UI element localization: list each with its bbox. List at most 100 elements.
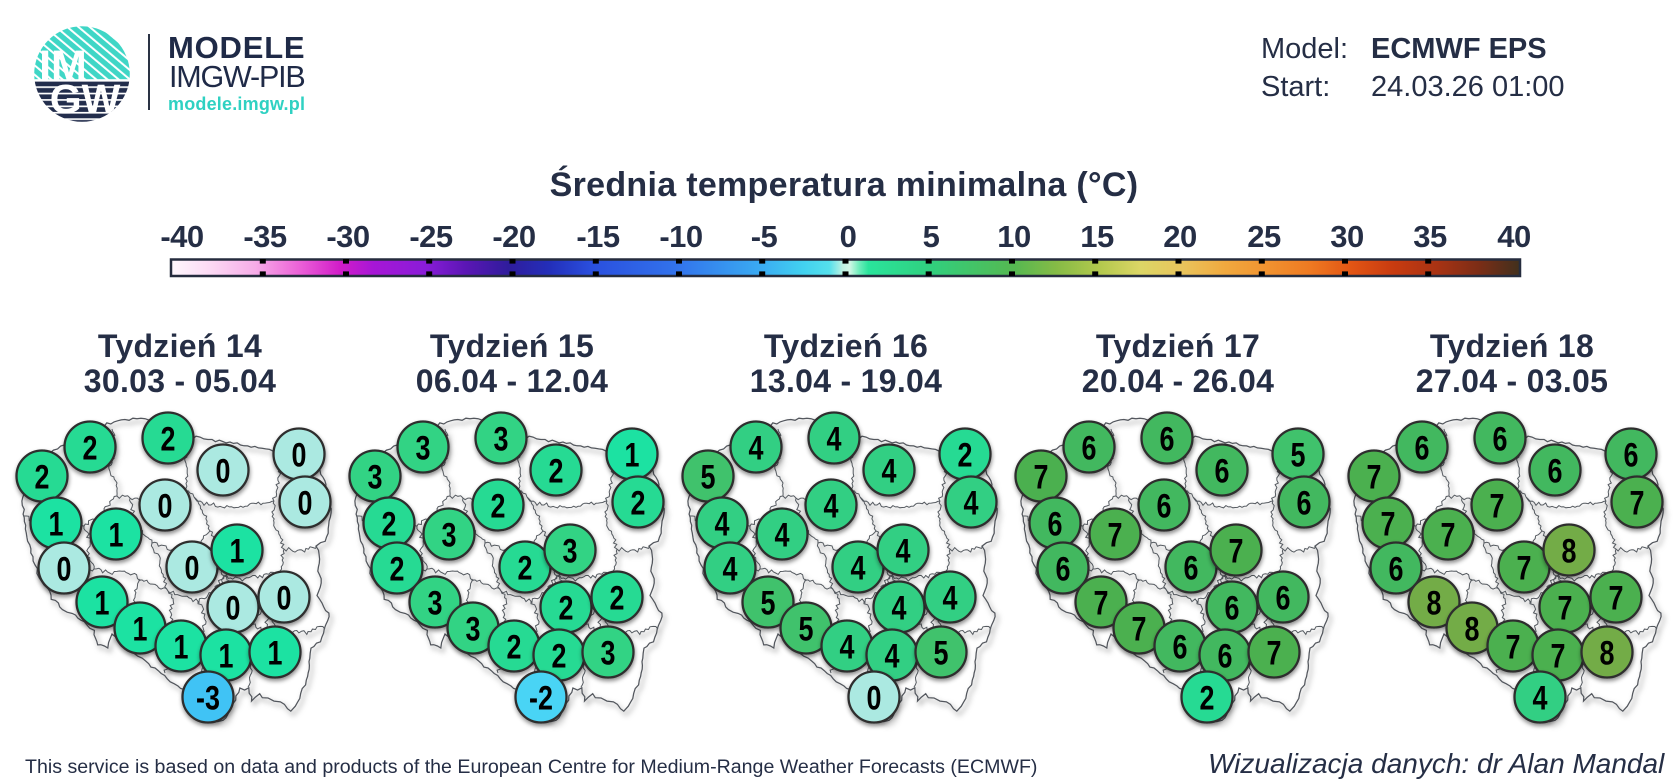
svg-text:7: 7 bbox=[1506, 627, 1521, 666]
svg-text:IM: IM bbox=[39, 42, 87, 90]
svg-text:8: 8 bbox=[1600, 633, 1615, 672]
svg-text:7: 7 bbox=[1551, 636, 1566, 675]
svg-text:4: 4 bbox=[896, 531, 912, 570]
svg-text:7: 7 bbox=[1094, 583, 1109, 622]
svg-text:7: 7 bbox=[1132, 609, 1147, 648]
svg-text:6: 6 bbox=[1082, 428, 1097, 467]
svg-text:1: 1 bbox=[174, 627, 189, 666]
svg-text:0: 0 bbox=[292, 435, 307, 474]
svg-text:1: 1 bbox=[219, 636, 234, 675]
svg-text:4: 4 bbox=[715, 504, 731, 543]
svg-text:7: 7 bbox=[1367, 457, 1382, 496]
svg-text:6: 6 bbox=[1215, 451, 1230, 490]
svg-text:2: 2 bbox=[83, 428, 98, 467]
svg-text:6: 6 bbox=[1184, 548, 1199, 587]
svg-text:2: 2 bbox=[491, 486, 506, 525]
svg-text:2: 2 bbox=[610, 578, 625, 617]
svg-text:2: 2 bbox=[958, 435, 973, 474]
svg-text:2: 2 bbox=[552, 636, 567, 675]
svg-text:7: 7 bbox=[1381, 504, 1396, 543]
svg-text:-2: -2 bbox=[529, 678, 553, 717]
svg-text:5: 5 bbox=[701, 457, 716, 496]
svg-text:8: 8 bbox=[1465, 609, 1480, 648]
svg-text:2: 2 bbox=[559, 588, 574, 627]
svg-text:4: 4 bbox=[943, 578, 959, 617]
svg-text:1: 1 bbox=[268, 633, 283, 672]
svg-text:5: 5 bbox=[761, 583, 776, 622]
svg-text:2: 2 bbox=[507, 627, 522, 666]
svg-text:2: 2 bbox=[549, 451, 564, 490]
svg-text:7: 7 bbox=[1630, 483, 1645, 522]
svg-text:4: 4 bbox=[885, 636, 901, 675]
svg-text:6: 6 bbox=[1389, 549, 1404, 588]
svg-text:-3: -3 bbox=[196, 678, 220, 717]
svg-text:3: 3 bbox=[563, 531, 578, 570]
svg-text:0: 0 bbox=[158, 486, 173, 525]
svg-text:3: 3 bbox=[428, 583, 443, 622]
svg-text:7: 7 bbox=[1517, 548, 1532, 587]
svg-text:3: 3 bbox=[466, 609, 481, 648]
svg-text:5: 5 bbox=[934, 633, 949, 672]
svg-text:3: 3 bbox=[416, 428, 431, 467]
svg-text:4: 4 bbox=[723, 549, 739, 588]
svg-text:2: 2 bbox=[1200, 678, 1215, 717]
svg-text:4: 4 bbox=[892, 588, 908, 627]
svg-text:4: 4 bbox=[1533, 678, 1549, 717]
svg-text:2: 2 bbox=[631, 483, 646, 522]
svg-text:2: 2 bbox=[161, 419, 176, 458]
svg-text:0: 0 bbox=[216, 451, 231, 490]
svg-text:4: 4 bbox=[964, 483, 980, 522]
svg-text:7: 7 bbox=[1441, 515, 1456, 554]
svg-text:6: 6 bbox=[1157, 486, 1172, 525]
svg-text:8: 8 bbox=[1562, 531, 1577, 570]
svg-text:3: 3 bbox=[601, 633, 616, 672]
svg-text:6: 6 bbox=[1048, 504, 1063, 543]
svg-text:7: 7 bbox=[1267, 633, 1282, 672]
svg-text:1: 1 bbox=[625, 435, 640, 474]
svg-text:3: 3 bbox=[442, 515, 457, 554]
svg-text:6: 6 bbox=[1225, 588, 1240, 627]
svg-text:1: 1 bbox=[49, 504, 64, 543]
svg-text:4: 4 bbox=[827, 419, 843, 458]
svg-text:6: 6 bbox=[1493, 419, 1508, 458]
svg-text:5: 5 bbox=[1291, 435, 1306, 474]
svg-text:7: 7 bbox=[1108, 515, 1123, 554]
svg-text:1: 1 bbox=[109, 515, 124, 554]
svg-text:4: 4 bbox=[840, 627, 856, 666]
svg-text:6: 6 bbox=[1297, 483, 1312, 522]
svg-text:7: 7 bbox=[1558, 588, 1573, 627]
svg-text:0: 0 bbox=[298, 483, 313, 522]
svg-text:2: 2 bbox=[390, 549, 405, 588]
svg-text:1: 1 bbox=[230, 531, 245, 570]
svg-text:5: 5 bbox=[799, 609, 814, 648]
svg-text:4: 4 bbox=[851, 548, 867, 587]
svg-text:6: 6 bbox=[1218, 636, 1233, 675]
svg-text:7: 7 bbox=[1609, 578, 1624, 617]
svg-text:2: 2 bbox=[518, 548, 533, 587]
svg-text:4: 4 bbox=[882, 451, 898, 490]
svg-text:0: 0 bbox=[277, 578, 292, 617]
svg-text:1: 1 bbox=[95, 583, 110, 622]
svg-text:6: 6 bbox=[1415, 428, 1430, 467]
svg-text:2: 2 bbox=[35, 457, 50, 496]
svg-text:1: 1 bbox=[133, 609, 148, 648]
svg-text:7: 7 bbox=[1490, 486, 1505, 525]
svg-text:4: 4 bbox=[775, 515, 791, 554]
svg-text:6: 6 bbox=[1160, 419, 1175, 458]
svg-text:4: 4 bbox=[749, 428, 765, 467]
svg-text:6: 6 bbox=[1548, 451, 1563, 490]
svg-text:2: 2 bbox=[382, 504, 397, 543]
svg-text:4: 4 bbox=[824, 486, 840, 525]
svg-text:0: 0 bbox=[226, 588, 241, 627]
svg-text:7: 7 bbox=[1229, 531, 1244, 570]
svg-text:6: 6 bbox=[1056, 549, 1071, 588]
svg-text:0: 0 bbox=[867, 678, 882, 717]
svg-text:0: 0 bbox=[57, 549, 72, 588]
svg-text:6: 6 bbox=[1276, 578, 1291, 617]
svg-text:3: 3 bbox=[368, 457, 383, 496]
svg-text:6: 6 bbox=[1624, 435, 1639, 474]
svg-text:0: 0 bbox=[185, 548, 200, 587]
svg-text:8: 8 bbox=[1427, 583, 1442, 622]
svg-text:6: 6 bbox=[1173, 627, 1188, 666]
svg-text:7: 7 bbox=[1034, 457, 1049, 496]
